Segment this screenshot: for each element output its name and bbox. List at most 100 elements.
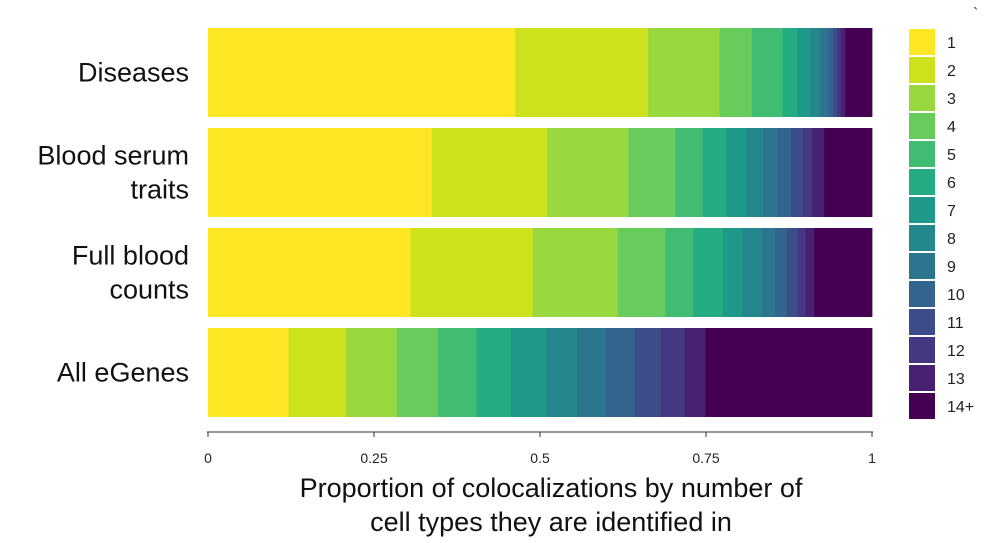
- bar-segment-2-13: [812, 128, 825, 217]
- bar-segment-4-5: [437, 328, 477, 417]
- bar-segment-1-13: [840, 28, 846, 117]
- legend-label: 2: [947, 63, 956, 80]
- bar-segment-3-8: [742, 228, 763, 317]
- bar-segment-3-9: [761, 228, 776, 317]
- bar-segment-2-5: [675, 128, 704, 217]
- legend-label: 8: [947, 231, 956, 248]
- legend-swatch: [909, 169, 935, 195]
- legend-label: 5: [947, 147, 956, 164]
- bar-segment-1-6: [782, 28, 798, 117]
- bar-segment-4-11: [634, 328, 662, 417]
- bar-segment-3-1: [208, 228, 411, 317]
- bar-segment-2-6: [702, 128, 727, 217]
- legend-swatch: [909, 29, 935, 55]
- legend-label: 7: [947, 203, 956, 220]
- legend-label: 1: [947, 35, 956, 52]
- bar-segment-4-10: [605, 328, 636, 417]
- category-label: Full blood: [72, 241, 189, 271]
- legend-swatch: [909, 197, 935, 223]
- bar-segment-3-13: [805, 228, 815, 317]
- bar-segment-4-2: [288, 328, 347, 417]
- bar-segment-2-7: [725, 128, 747, 217]
- bar-segment-1-14+: [845, 28, 873, 117]
- bar-segment-4-7: [510, 328, 548, 417]
- x-tick-label: 0.5: [530, 450, 550, 466]
- category-label: traits: [130, 175, 189, 205]
- legend-label: 13: [947, 371, 965, 388]
- category-label: Blood serum: [37, 141, 189, 171]
- category-label: counts: [109, 275, 189, 305]
- legend-swatch: [909, 393, 935, 419]
- bar-segment-4-12: [660, 328, 686, 417]
- bar-segment-3-6: [693, 228, 723, 317]
- legend-swatch: [909, 281, 935, 307]
- x-axis-title-line: cell types they are identified in: [370, 507, 732, 537]
- x-tick-label: 1: [868, 450, 876, 466]
- bar-segment-3-5: [665, 228, 694, 317]
- x-tick-label: 0.25: [360, 450, 387, 466]
- bar-segment-3-4: [617, 228, 666, 317]
- bar-segment-2-3: [547, 128, 629, 217]
- legend-label: 6: [947, 175, 956, 192]
- bar-segment-3-2: [410, 228, 534, 317]
- bar-segment-3-10: [775, 228, 788, 317]
- bar-segment-1-12: [837, 28, 842, 117]
- bar-segment-3-14+: [814, 228, 873, 317]
- x-axis-title-line: Proportion of colocalizations by number …: [300, 473, 803, 503]
- bar-segment-1-8: [810, 28, 821, 117]
- bar-segment-4-3: [346, 328, 397, 417]
- legend-swatch: [909, 337, 935, 363]
- legend-label: 9: [947, 259, 956, 276]
- category-label: All eGenes: [57, 358, 189, 388]
- x-axis: 0 0.25 0.5 0.75 1: [204, 431, 876, 466]
- legend-swatch: [909, 253, 935, 279]
- bar-segment-3-3: [532, 228, 619, 317]
- legend-label: 11: [947, 315, 964, 332]
- bar-segment-2-12: [802, 128, 813, 217]
- legend-swatch: [909, 365, 935, 391]
- legend-label: 12: [947, 343, 965, 360]
- legend-swatch: [909, 113, 935, 139]
- bar-segment-1-4: [719, 28, 753, 117]
- bar-segment-4-8: [546, 328, 578, 417]
- bar-segment-1-2: [515, 28, 649, 117]
- bar-segment-1-5: [751, 28, 783, 117]
- bar-segment-4-14+: [705, 328, 873, 417]
- bar-segment-3-11: [787, 228, 799, 317]
- bar-segment-4-6: [476, 328, 512, 417]
- bar-segment-1-9: [819, 28, 829, 117]
- bar-segment-2-4: [628, 128, 676, 217]
- stray-mark: `: [973, 6, 978, 23]
- bar-segment-2-9: [763, 128, 779, 217]
- bar-segment-1-3: [648, 28, 721, 117]
- x-tick-label: 0: [204, 450, 212, 466]
- bar-segment-2-8: [746, 128, 764, 217]
- bar-segment-1-1: [208, 28, 516, 117]
- legend-swatch: [909, 141, 935, 167]
- legend-label: 3: [947, 91, 956, 108]
- bar-segment-3-7: [722, 228, 743, 317]
- bar-segment-1-11: [833, 28, 838, 117]
- category-label: Diseases: [78, 58, 189, 88]
- legend-label: 14+: [947, 399, 974, 416]
- bar-segment-2-1: [208, 128, 433, 217]
- x-axis-title: Proportion of colocalizations by number …: [300, 473, 803, 537]
- legend-label: 4: [947, 119, 956, 136]
- legend-swatch: [909, 57, 935, 83]
- bar-segment-2-11: [790, 128, 804, 217]
- legend-swatch: [909, 225, 935, 251]
- x-tick-label: 0.75: [692, 450, 719, 466]
- bar-segment-4-1: [208, 328, 289, 417]
- legend-swatch: [909, 309, 935, 335]
- bar-segment-4-13: [684, 328, 706, 417]
- bar-segment-4-4: [396, 328, 439, 417]
- legend-label: 10: [947, 287, 965, 304]
- category-labels: Diseases Blood serum traits Full blood count…: [37, 58, 189, 388]
- bar-segment-2-10: [777, 128, 792, 217]
- bar-segment-1-7: [797, 28, 811, 117]
- bar-segment-3-12: [797, 228, 806, 317]
- bar-segment-2-14+: [824, 128, 873, 217]
- bar-segment-4-9: [577, 328, 607, 417]
